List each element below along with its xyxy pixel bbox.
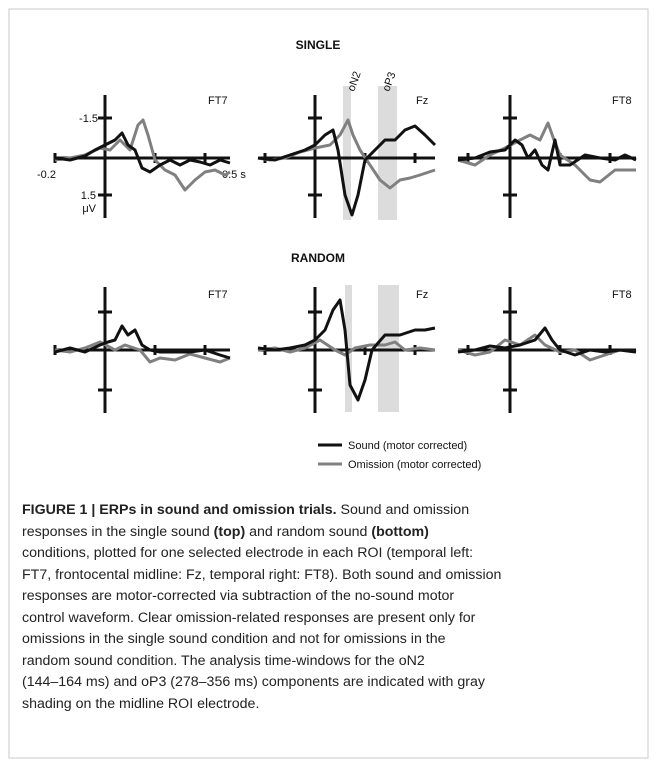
caption-text: and random sound <box>245 524 371 540</box>
caption-line: control waveform. Clear omission-related… <box>22 610 476 626</box>
caption-line: random sound condition. The analysis tim… <box>22 653 425 669</box>
axis-label: μV <box>82 203 96 215</box>
axis-label: -0.2 <box>37 169 56 181</box>
legend-label: Omission (motor corrected) <box>348 459 481 471</box>
panel-title: SINGLE <box>296 38 341 52</box>
caption-line: omissions in the single sound condition … <box>22 631 446 647</box>
caption-line: shading on the midline ROI electrode. <box>22 696 259 712</box>
waveforms <box>54 118 637 402</box>
caption-line: FIGURE 1 | ERPs in sound and omission tr… <box>22 502 469 518</box>
legend-label: Sound (motor corrected) <box>348 440 467 452</box>
electrode-label: FT8 <box>612 289 632 301</box>
caption: FIGURE 1 | ERPs in sound and omission tr… <box>22 502 501 712</box>
panel-title: RANDOM <box>291 251 345 265</box>
window-label: oN2 <box>346 70 364 93</box>
electrode-label: FT7 <box>208 289 228 301</box>
electrode-label: FT7 <box>208 95 228 107</box>
op3-window <box>378 86 397 220</box>
caption-line: conditions, plotted for one selected ele… <box>22 545 473 561</box>
electrode-label: Fz <box>416 289 428 301</box>
caption-title: FIGURE 1 | ERPs in sound and omission tr… <box>22 502 337 518</box>
frame <box>8 8 649 759</box>
caption-text: responses in the single sound <box>22 524 214 540</box>
caption-line: responses in the single sound (top) and … <box>22 524 429 540</box>
caption-line: FT7, frontocental midline: Fz, temporal … <box>22 567 501 583</box>
caption-line: responses are motor-corrected via subtra… <box>22 588 454 604</box>
on2-window <box>343 86 351 220</box>
caption-emphasis: (bottom) <box>371 524 429 540</box>
caption-text: Sound and omission <box>337 502 470 518</box>
caption-line: (144–164 ms) and oP3 (278–356 ms) compon… <box>22 674 486 690</box>
axis-label: -1.5 <box>79 113 98 125</box>
electrode-label: FT8 <box>612 95 632 107</box>
axis-label: 1.5 <box>81 190 96 202</box>
caption-emphasis: (top) <box>214 524 246 540</box>
electrode-label: Fz <box>416 95 428 107</box>
